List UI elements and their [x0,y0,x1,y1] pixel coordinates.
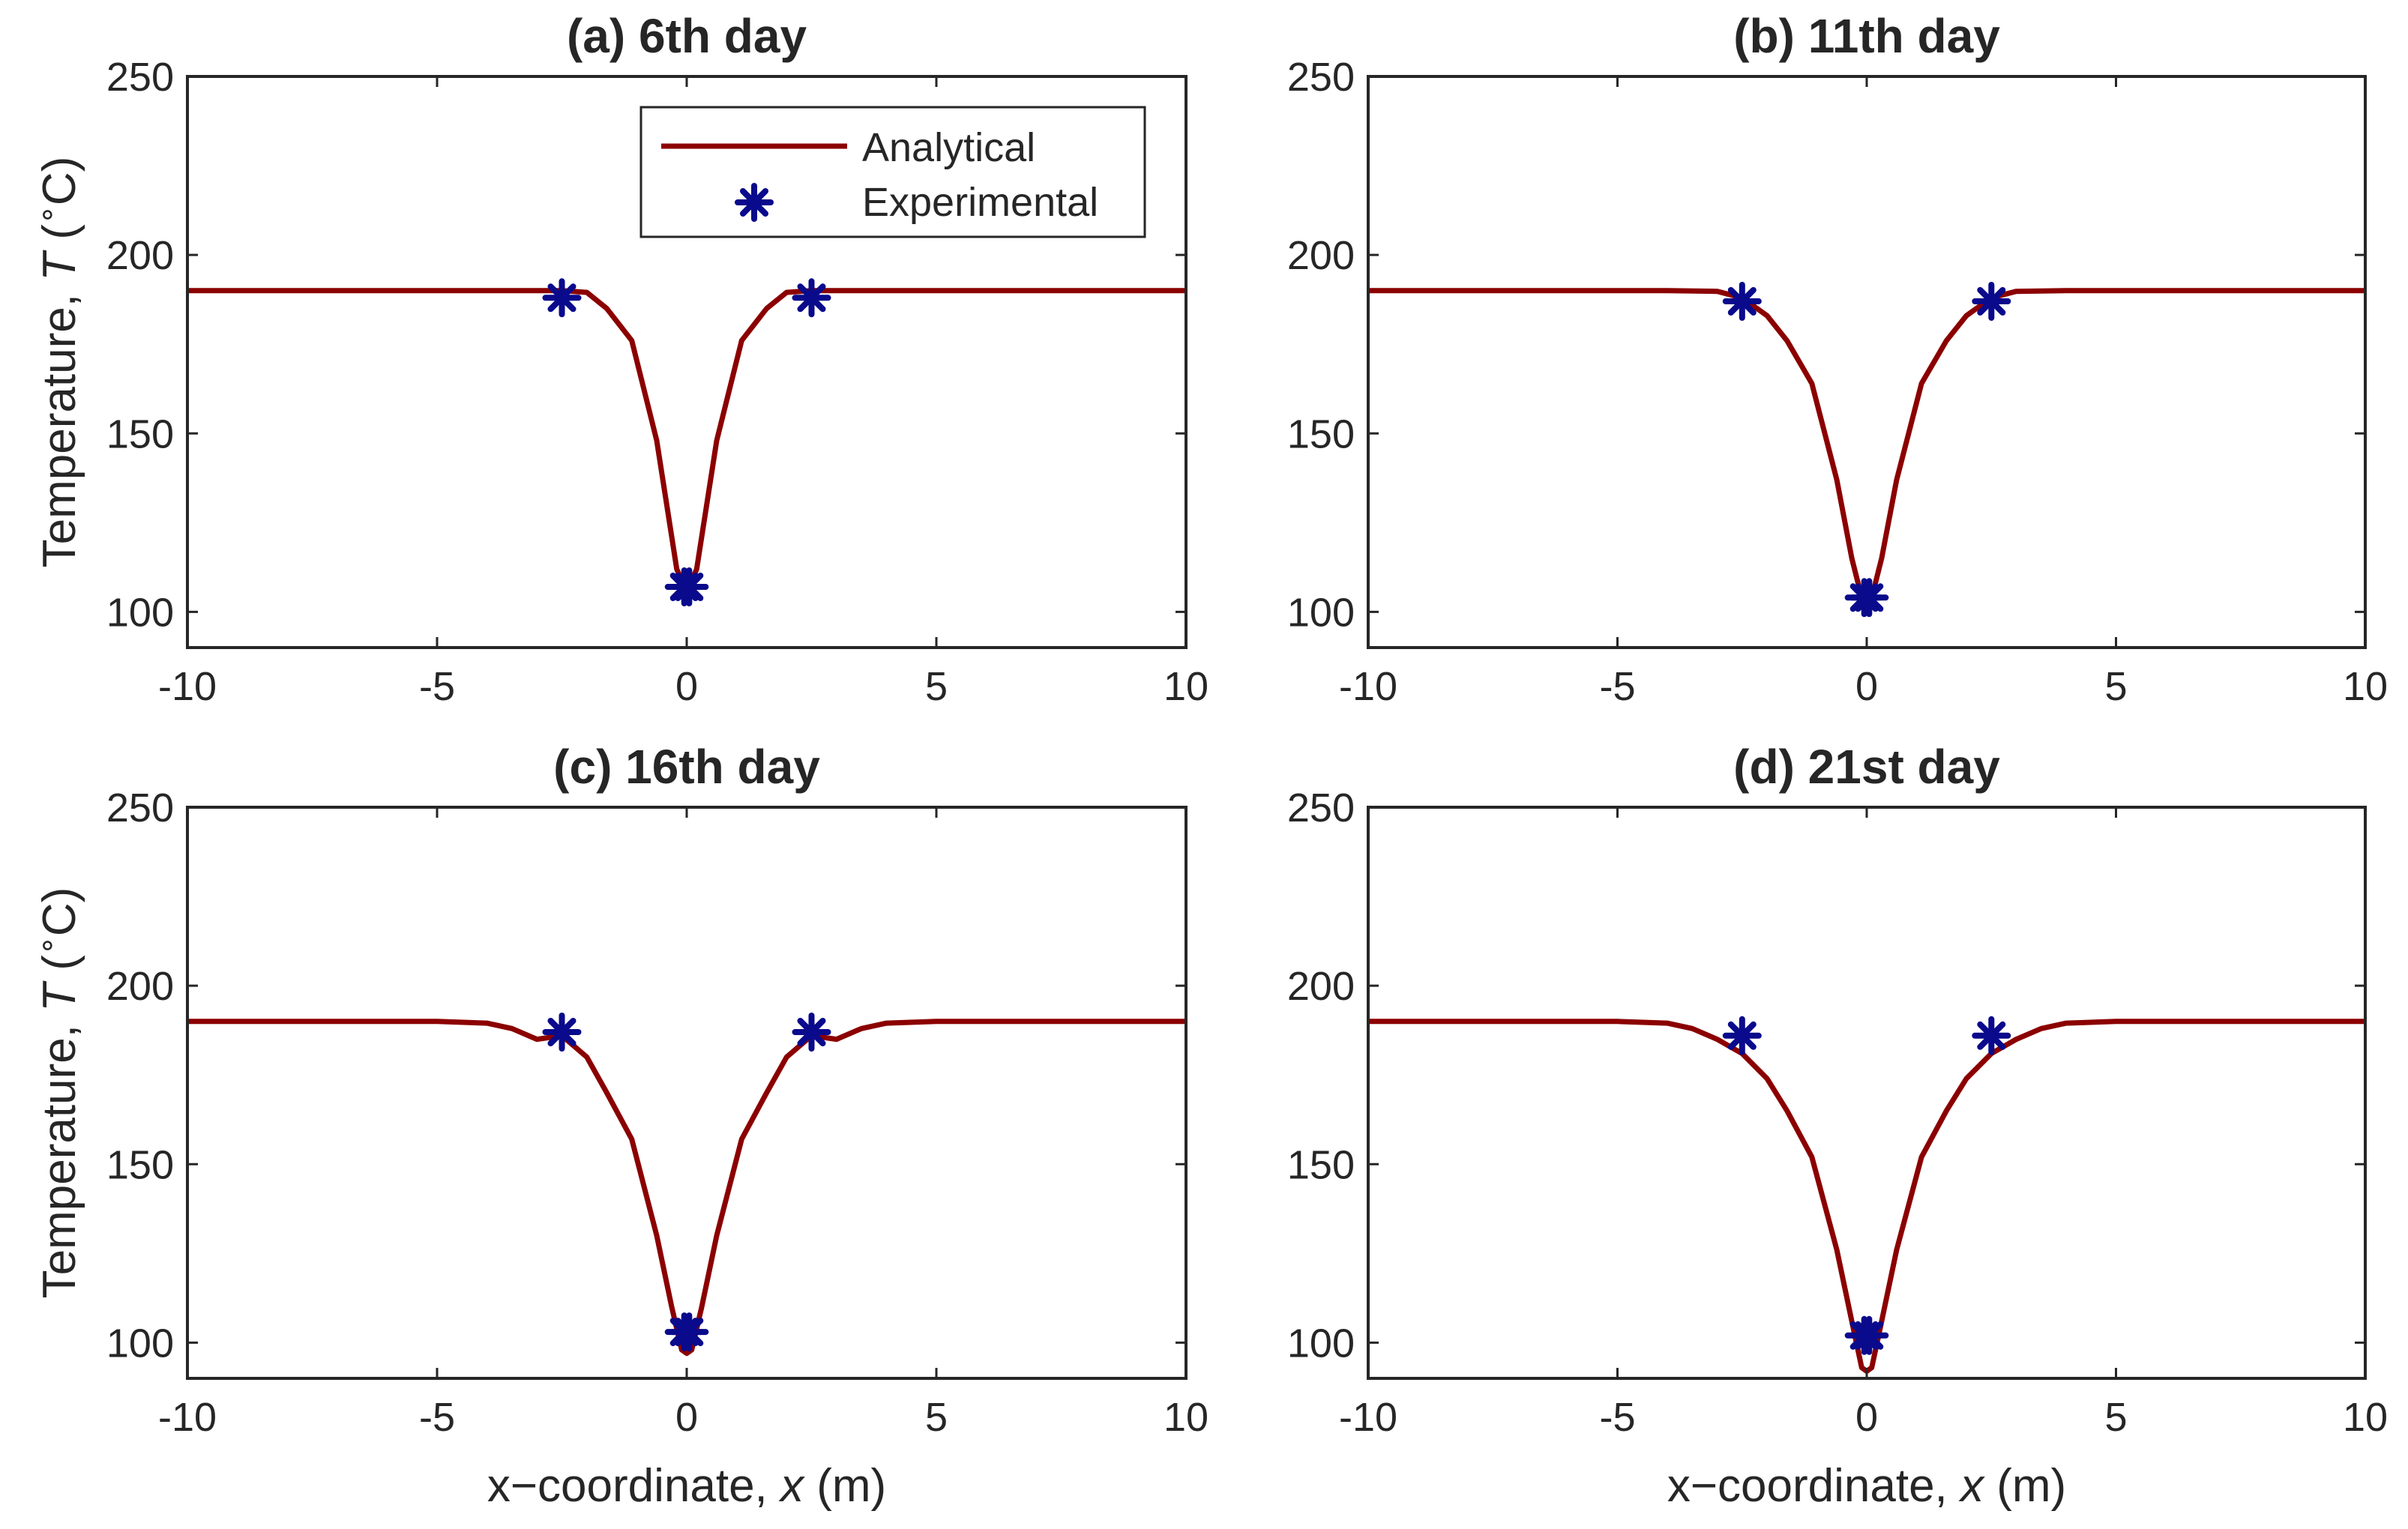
experimental-point [669,567,709,606]
x-tick-label: 5 [2104,664,2127,709]
panel-c: (c) 16th day -10 -5 0 5 10 100 150 200 250 Tempe… [31,740,1208,1512]
x-tick-label: 5 [2104,1395,2127,1440]
tick-layer: -10 -5 0 5 10 100 150 200 250 [106,785,1208,1440]
x-tick-label: -5 [1599,664,1635,709]
y-tick-label: 100 [106,590,174,635]
x-tick-label: 0 [1855,1395,1878,1440]
y-tick-label: 250 [106,55,174,100]
axes-frame [1367,806,2367,1380]
experimental-point [542,1013,582,1052]
x-tick-label: 10 [2343,1395,2388,1440]
x-tick-label: 10 [1164,664,1208,709]
y-tick-label: 100 [1287,590,1355,635]
y-tick-label: 150 [1287,411,1355,456]
x-tick-label: -10 [1339,664,1397,709]
plot-layer [187,278,1186,606]
x-tick-label: 10 [2343,664,2388,709]
experimental-point [792,278,831,318]
x-tick-label: 0 [675,1395,698,1440]
experimental-point [1849,578,1889,618]
x-tick-label: 5 [925,664,948,709]
legend: Analytical Experimental [639,106,1146,238]
axes-frame [186,806,1188,1380]
tick-layer: -10 -5 0 5 10 100 150 200 250 [1287,55,2388,709]
y-tick-label: 150 [106,1142,174,1187]
axes-frame [186,75,1188,649]
experimental-point [1849,1315,1889,1355]
panel-d: (d) 21st day -10 -5 0 5 10 100 150 200 250 x−coo… [1287,740,2388,1512]
y-tick-label: 200 [1287,233,1355,278]
panel-title: (d) 21st day [1733,740,2000,794]
experimental-point [1722,282,1762,321]
y-tick-label: 200 [1287,964,1355,1009]
panel-title: (c) 16th day [553,740,820,794]
x-tick-label: -5 [419,664,455,709]
x-tick-label: -10 [158,1395,217,1440]
x-tick-label: 0 [675,664,698,709]
experimental-point [792,1013,831,1052]
y-tick-label: 200 [106,233,174,278]
y-tick-label: 250 [1287,785,1355,830]
y-tick-label: 250 [1287,55,1355,100]
legend-box [639,106,1146,238]
experimental-point [1722,1016,1762,1055]
plot-layer [187,1013,1186,1357]
y-tick-label: 200 [106,964,174,1009]
experimental-point [542,278,582,318]
y-tick-label: 150 [1287,1142,1355,1187]
panel-b: (b) 11th day -10 -5 0 5 10 100 150 200 250 [1287,9,2388,709]
y-tick-label: 250 [106,785,174,830]
x-axis-label: x−coordinate, x (m) [1667,1460,2066,1512]
legend-experimental-label: Experimental [862,180,1098,225]
x-tick-label: -10 [158,664,217,709]
y-tick-label: 100 [1287,1321,1355,1366]
x-tick-label: -10 [1339,1395,1397,1440]
y-axis-label: Temperature, T (∘C) [31,157,85,568]
analytical-line [187,288,1186,594]
y-tick-label: 150 [106,411,174,456]
analytical-line [187,1019,1186,1357]
experimental-point [669,1312,709,1352]
plot-layer [1368,1016,2365,1374]
x-tick-label: -5 [419,1395,455,1440]
legend-experimental-marker [735,183,774,222]
tick-layer: -10 -5 0 5 10 100 150 200 250 [106,55,1208,709]
panel-title: (a) 6th day [567,9,807,63]
y-axis-label: Temperature, T (∘C) [31,887,85,1299]
axes-frame [1367,75,2367,649]
tick-layer: -10 -5 0 5 10 100 150 200 250 [1287,785,2388,1440]
plot-layer [1368,282,2365,618]
x-tick-label: 5 [925,1395,948,1440]
experimental-point [1972,282,2011,321]
y-tick-label: 100 [106,1321,174,1366]
experimental-point [1972,1016,2011,1055]
x-axis-label: x−coordinate, x (m) [487,1460,886,1512]
legend-analytical-label: Analytical [862,125,1035,170]
panel-a: (a) 6th day -10 -5 0 5 10 100 150 200 250 Temper… [31,9,1208,709]
panel-title: (b) 11th day [1733,9,2000,63]
x-tick-label: -5 [1599,1395,1635,1440]
x-tick-label: 0 [1855,664,1878,709]
x-tick-label: 10 [1164,1395,1208,1440]
analytical-line [1368,288,2365,604]
